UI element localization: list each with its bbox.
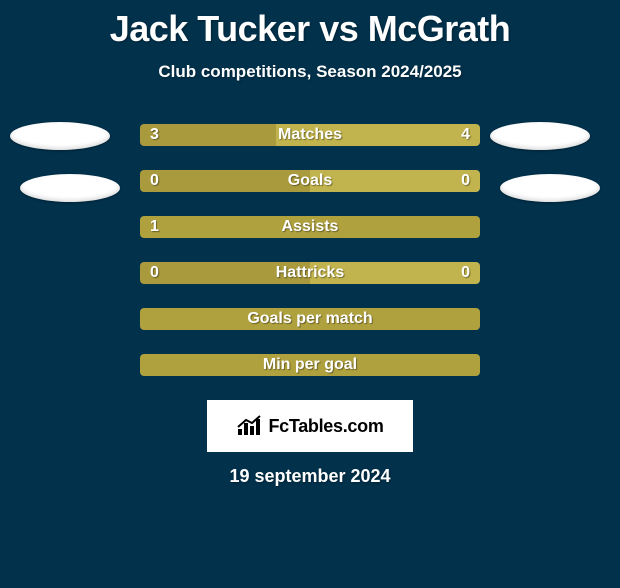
team-badge bbox=[20, 174, 120, 202]
metric-row: Goals per match bbox=[0, 296, 620, 342]
attribution-text: FcTables.com bbox=[268, 416, 383, 437]
metric-label: Min per goal bbox=[140, 354, 480, 376]
page-title: Jack Tucker vs McGrath bbox=[0, 8, 620, 50]
metric-row: Min per goal bbox=[0, 342, 620, 388]
subtitle: Club competitions, Season 2024/2025 bbox=[0, 62, 620, 82]
metric-label: Goals per match bbox=[140, 308, 480, 330]
metric-row: 00Hattricks bbox=[0, 250, 620, 296]
metric-label: Goals bbox=[140, 170, 480, 192]
date-label: 19 september 2024 bbox=[0, 466, 620, 487]
metric-label: Assists bbox=[140, 216, 480, 238]
chart-icon bbox=[236, 415, 262, 437]
comparison-chart: 34Matches00Goals1Assists00HattricksGoals… bbox=[0, 112, 620, 388]
metric-label: Hattricks bbox=[140, 262, 480, 284]
team-badge bbox=[500, 174, 600, 202]
team-badge bbox=[490, 122, 590, 150]
attribution-badge: FcTables.com bbox=[207, 400, 413, 452]
metric-row: 1Assists bbox=[0, 204, 620, 250]
team-badge bbox=[10, 122, 110, 150]
metric-label: Matches bbox=[140, 124, 480, 146]
